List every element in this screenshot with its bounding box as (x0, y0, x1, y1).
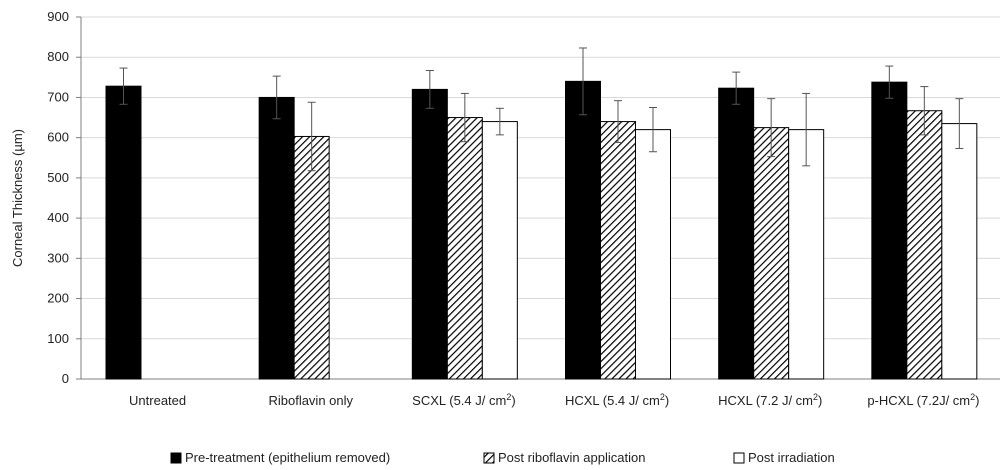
bar-post-riboflavin (446, 117, 483, 380)
bar-post-irradiation (788, 129, 825, 380)
y-tick-label: 800 (47, 49, 69, 64)
y-tick-label: 400 (47, 210, 69, 225)
bars (105, 80, 978, 380)
bar-post-riboflavin (293, 135, 330, 380)
legend-swatch (483, 452, 495, 464)
error-bars (119, 47, 964, 172)
y-tick-label: 500 (47, 170, 69, 185)
x-tick-label: HCXL (5.4 J/ cm2) (565, 392, 669, 408)
x-tick-label: Riboflavin only (268, 393, 353, 408)
y-tick-label: 900 (47, 9, 69, 24)
x-tick-label: SCXL (5.4 J/ cm2) (412, 392, 516, 408)
y-tick-label: 0 (62, 371, 69, 386)
bar-pre-treatment (718, 87, 755, 380)
y-tick-label: 600 (47, 130, 69, 145)
axes (76, 16, 1000, 380)
legend-swatch (170, 452, 182, 464)
bar-pre-treatment (258, 96, 295, 380)
gridlines (81, 16, 1000, 340)
x-tick-label: HCXL (7.2 J/ cm2) (718, 392, 822, 408)
y-tick-label: 100 (47, 331, 69, 346)
bar-post-irradiation (941, 123, 978, 380)
bar-pre-treatment (565, 80, 601, 380)
legend-label: Pre-treatment (epithelium removed) (185, 450, 390, 465)
y-tick-label: 200 (47, 291, 69, 306)
x-tick-label: p-HCXL (7.2J/ cm2) (867, 392, 979, 408)
y-tick-label: 300 (47, 250, 69, 265)
bar-post-irradiation (635, 129, 671, 380)
bar-post-riboflavin (753, 127, 790, 380)
y-tick-label: 700 (47, 89, 69, 104)
legend-label: Post riboflavin application (498, 450, 645, 465)
x-tick-label: Untreated (129, 393, 186, 408)
legend-swatch (733, 452, 745, 464)
legend: Pre-treatment (epithelium removed) Post r… (170, 450, 835, 465)
bar-post-irradiation (481, 121, 518, 380)
tick-labels: 0 100 200 300 400 500 600 700 800 900 Untreated Rib… (47, 9, 979, 408)
bar-pre-treatment (411, 88, 448, 380)
bar-post-riboflavin (600, 121, 636, 380)
bar-pre-treatment (105, 85, 142, 380)
legend-label: Post irradiation (748, 450, 835, 465)
bar-pre-treatment (871, 81, 908, 380)
y-axis-title: Corneal Thickness (µm) (10, 129, 25, 267)
bar-post-riboflavin (906, 110, 943, 380)
